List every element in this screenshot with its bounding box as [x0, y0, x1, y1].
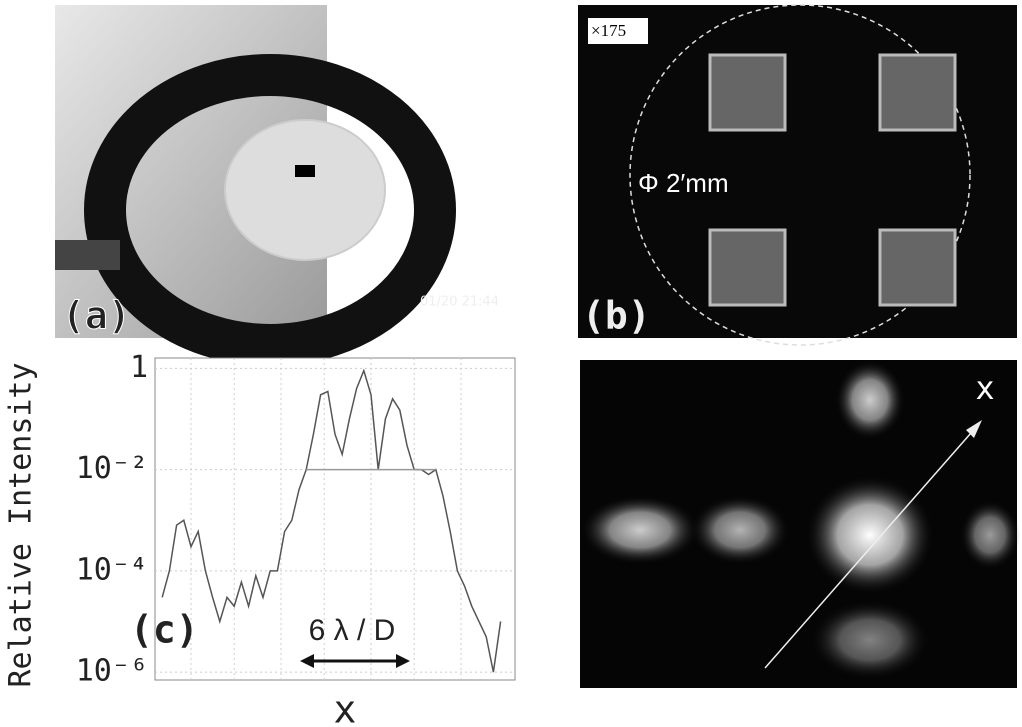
- rod: [55, 240, 120, 270]
- panel-a: 01/20 21:44 (a): [55, 5, 499, 345]
- panel-d: x: [580, 360, 1020, 688]
- panel-label: (b): [582, 294, 651, 338]
- y-tick-label: 10⁻²: [76, 451, 148, 486]
- diameter: Φ 2′mm: [638, 168, 729, 198]
- disc: [225, 120, 385, 260]
- panel-b: ×175 Φ 2′mm (b): [578, 5, 1017, 345]
- magnification: ×175: [591, 21, 626, 40]
- y-tick-label: 10⁻⁴: [76, 552, 148, 587]
- y-tick-label: 1: [130, 350, 148, 385]
- y-axis-label: Relative Intensity: [4, 362, 39, 687]
- x-axis-label: x: [334, 688, 357, 727]
- panel-label: (a): [62, 294, 131, 338]
- timestamp: 01/20 21:44: [420, 295, 499, 310]
- panel-label: (c): [130, 608, 199, 652]
- marker: [295, 165, 315, 177]
- y-tick-label: 10⁻⁶: [76, 654, 148, 689]
- figure: 01/20 21:44 (a) ×175 Φ 2′mm (b) x Rela: [0, 0, 1022, 727]
- annotation: 6 λ / D: [309, 614, 396, 647]
- axis-label: x: [975, 369, 994, 407]
